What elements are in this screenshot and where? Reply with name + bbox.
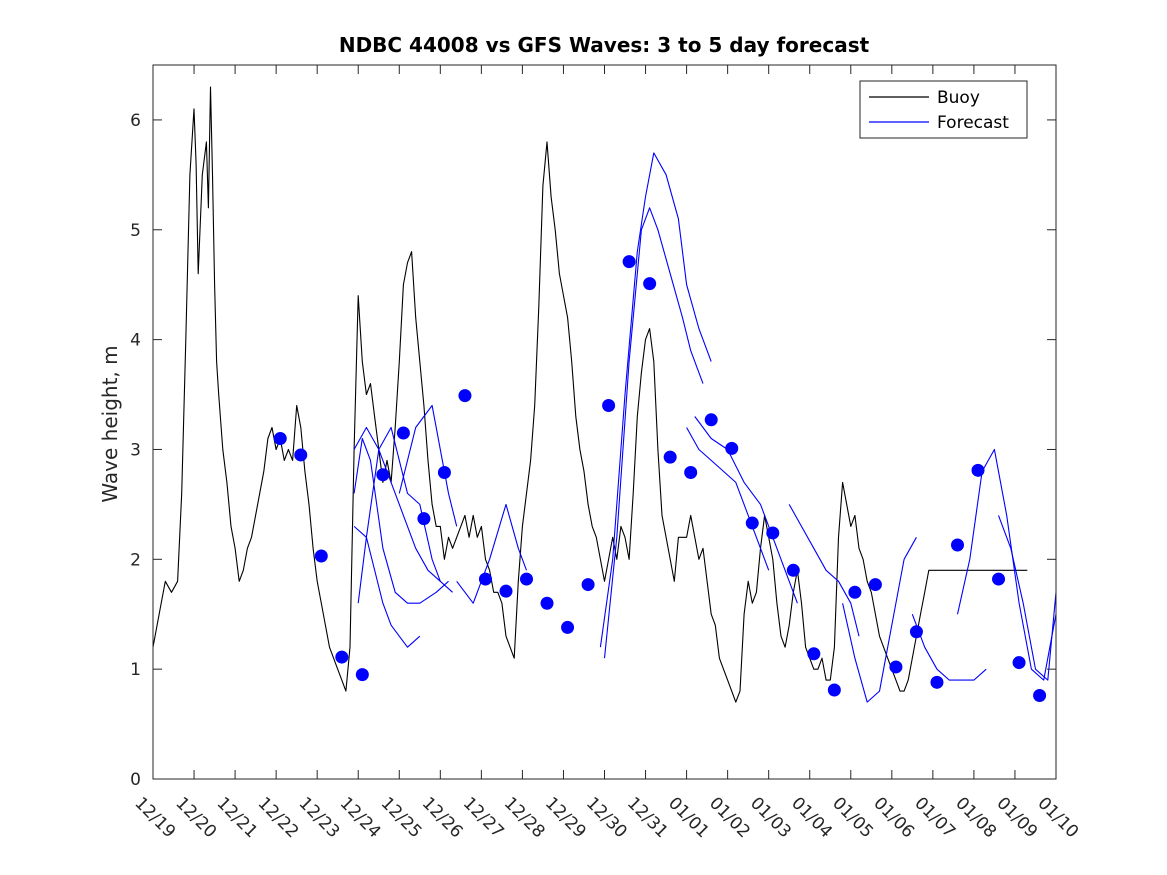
y-tick-label: 2 (130, 550, 141, 570)
y-tick-label: 0 (130, 770, 141, 790)
x-tick-label: 01/10 (1033, 793, 1082, 842)
x-tick-label: 12/25 (377, 793, 426, 842)
x-tick-label: 12/27 (459, 793, 508, 842)
forecast-point (602, 399, 616, 413)
forecast-line (842, 537, 917, 703)
forecast-point (889, 660, 903, 674)
x-tick-label: 12/28 (500, 793, 549, 842)
forecast-point (848, 585, 862, 599)
forecast-point (1033, 689, 1047, 703)
forecast-point (478, 572, 492, 586)
forecast-line (456, 503, 528, 604)
x-tick-label: 01/03 (746, 793, 795, 842)
plot-markers (273, 255, 1047, 703)
x-tick-label: 01/08 (951, 793, 1000, 842)
x-tick-label: 12/29 (541, 793, 590, 842)
y-tick-label: 3 (130, 440, 141, 460)
x-tick-label: 01/06 (869, 793, 918, 842)
legend-forecast-label: Forecast (937, 113, 1009, 133)
forecast-line (353, 426, 453, 593)
forecast-line (788, 504, 860, 637)
legend-buoy-label: Buoy (937, 88, 980, 108)
forecast-point (314, 549, 328, 563)
forecast-point (827, 683, 841, 697)
forecast-point (458, 389, 472, 403)
forecast-point (868, 578, 882, 592)
forecast-point (909, 625, 923, 639)
forecast-point (273, 431, 287, 445)
x-tick-label: 12/20 (172, 793, 221, 842)
y-tick-label: 6 (130, 111, 141, 131)
forecast-point (1012, 656, 1026, 670)
forecast-point (684, 466, 698, 480)
x-tick-label: 12/26 (418, 793, 467, 842)
legend-box (859, 80, 1028, 139)
forecast-point (971, 463, 985, 477)
forecast-line (353, 525, 421, 648)
forecast-line (686, 427, 770, 571)
forecast-point (499, 584, 513, 598)
forecast-point (643, 277, 657, 291)
x-tick-label: 12/19 (130, 793, 179, 842)
x-tick-label: 12/22 (254, 793, 303, 842)
forecast-point (376, 468, 390, 482)
x-tick-label: 12/23 (295, 793, 344, 842)
x-tick-label: 12/30 (582, 793, 631, 842)
forecast-point (581, 578, 595, 592)
x-tick-label: 12/21 (213, 793, 262, 842)
forecast-point (745, 516, 759, 530)
x-tick-label: 01/07 (910, 793, 959, 842)
forecast-point (950, 538, 964, 552)
chart-title: NDBC 44008 vs GFS Waves: 3 to 5 day fore… (339, 33, 870, 57)
x-tick-label: 12/24 (336, 793, 385, 842)
forecast-line (398, 404, 458, 527)
forecast-point (335, 650, 349, 664)
buoy-line (152, 86, 1028, 703)
forecast-point (417, 512, 431, 526)
forecast-line (353, 437, 449, 604)
x-tick-label: 01/02 (705, 793, 754, 842)
forecast-point (663, 450, 677, 464)
plot-lines (152, 86, 1057, 703)
forecast-line (599, 152, 712, 648)
forecast-point (704, 413, 718, 427)
forecast-point (766, 526, 780, 540)
x-tick-label: 01/05 (828, 793, 877, 842)
forecast-point (622, 255, 636, 269)
forecast-point (396, 426, 410, 440)
axes: 012345612/1912/2012/2112/2212/2312/2412/… (130, 64, 1082, 842)
y-axis-label: Wave height, m (98, 345, 122, 502)
forecast-point (786, 563, 800, 577)
y-tick-label: 5 (130, 221, 141, 241)
forecast-point (355, 668, 369, 682)
y-tick-label: 4 (130, 331, 141, 351)
forecast-point (930, 675, 944, 689)
forecast-line (694, 416, 798, 604)
forecast-point (725, 441, 739, 455)
x-tick-label: 01/09 (992, 793, 1041, 842)
forecast-point (294, 448, 308, 462)
forecast-point (520, 572, 534, 586)
forecast-line (997, 515, 1057, 681)
forecast-point (807, 647, 821, 661)
forecast-point (992, 572, 1006, 586)
forecast-line (603, 207, 704, 659)
plot-frame (152, 64, 1057, 780)
forecast-line (357, 426, 441, 604)
forecast-point (561, 620, 575, 634)
x-tick-label: 01/01 (664, 793, 713, 842)
forecast-point (437, 466, 451, 480)
forecast-line (911, 614, 987, 681)
x-tick-label: 12/31 (623, 793, 672, 842)
forecast-point (540, 596, 554, 610)
y-tick-label: 1 (130, 660, 141, 680)
forecast-line (956, 448, 1057, 681)
legend: Buoy Forecast (859, 80, 1028, 139)
x-tick-label: 01/04 (787, 793, 836, 842)
